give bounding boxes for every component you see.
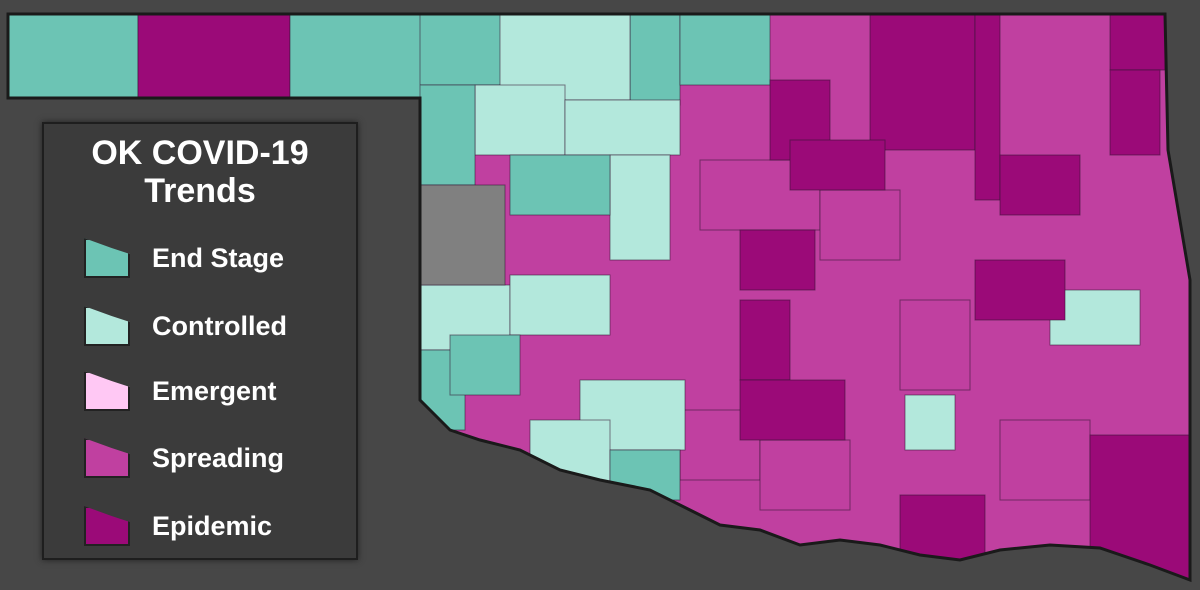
legend-item: Epidemic (84, 504, 272, 548)
legend-swatch (84, 238, 130, 278)
panhandle (7, 13, 421, 99)
legend-item: End Stage (84, 236, 284, 280)
legend-swatch (84, 438, 130, 478)
legend-item: Emergent (84, 369, 277, 413)
legend-swatch (84, 306, 130, 346)
legend-title: OK COVID-19 Trends (91, 134, 309, 210)
legend-label: Controlled (152, 310, 287, 341)
state-outline (6, 12, 1192, 583)
legend-label: End Stage (152, 242, 285, 273)
legend-label: Spreading (152, 442, 285, 473)
legend-swatch (84, 506, 130, 546)
legend-label: Epidemic (152, 510, 273, 541)
legend: OK COVID-19 Trends End Stage Controlled Em… (42, 122, 358, 560)
legend-swatch (84, 371, 130, 411)
counties (420, 14, 1190, 580)
legend-item: Controlled (84, 304, 287, 348)
legend-label: Emergent (152, 375, 277, 406)
legend-item: Spreading (84, 436, 284, 480)
